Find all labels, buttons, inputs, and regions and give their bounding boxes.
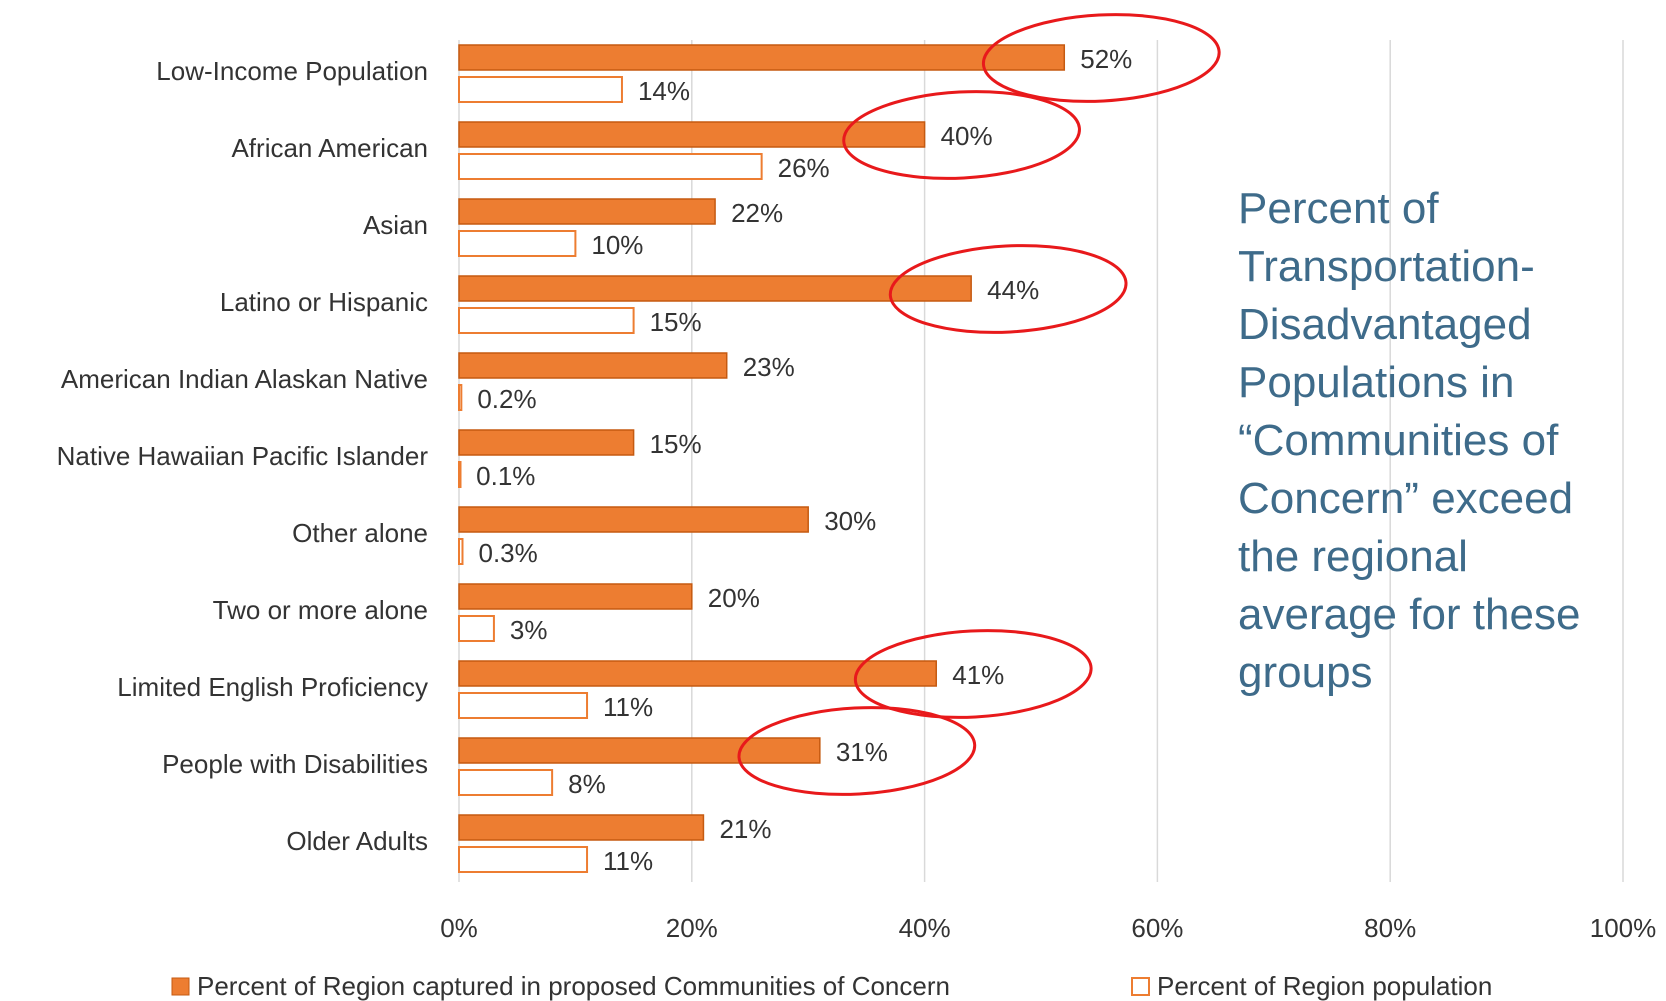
bar-communities-of-concern [458,121,926,148]
bar-region-population [458,846,589,873]
x-tick-label: 60% [1131,913,1183,943]
data-label-population: 3% [510,615,548,645]
data-label-communities: 22% [731,198,783,228]
bar-region-population [458,461,462,488]
data-label-communities: 41% [952,660,1004,690]
legend-swatch-outline [1131,977,1150,996]
data-label-population: 11% [603,846,653,876]
data-label-population: 8% [568,769,606,799]
data-label-communities: 31% [836,737,888,767]
bar-communities-of-concern [458,814,705,841]
bar-region-population [458,153,763,180]
legend-swatch-filled [171,977,190,996]
data-label-population: 0.3% [478,538,537,568]
bar-communities-of-concern [458,429,635,456]
data-label-communities: 23% [743,352,795,382]
category-label: Limited English Proficiency [117,672,428,702]
legend-label-outline: Percent of Region population [1157,971,1492,1001]
data-label-communities: 44% [987,275,1039,305]
bar-region-population [458,538,464,565]
data-label-communities: 30% [824,506,876,536]
data-label-population: 0.2% [477,384,536,414]
highlight-ellipse [888,244,1128,334]
bar-communities-of-concern [458,506,809,533]
bar-communities-of-concern [458,198,716,225]
x-tick-label: 80% [1364,913,1416,943]
data-label-population: 0.1% [476,461,535,491]
bar-communities-of-concern [458,583,693,610]
data-label-communities: 40% [941,121,993,151]
data-label-population: 15% [650,307,702,337]
data-label-population: 10% [591,230,643,260]
data-label-population: 26% [778,153,830,183]
category-label: Two or more alone [213,595,428,625]
category-label: Latino or Hispanic [220,287,428,317]
bar-region-population [458,76,623,103]
bar-communities-of-concern [458,737,821,764]
x-tick-label: 0% [440,913,478,943]
bar-communities-of-concern [458,660,937,687]
labels: 0% 20% 40% 60% 80% 100% Low-Income Population 5… [57,44,1657,943]
bar-region-population [458,692,589,719]
data-label-communities: 52% [1080,44,1132,74]
bar-region-population [458,769,554,796]
highlight-ellipse [737,706,977,796]
data-label-communities: 21% [719,814,771,844]
highlight-ellipse [853,629,1093,719]
bar-region-population [458,615,495,642]
highlight-ellipse [981,13,1221,103]
data-label-population: 11% [603,692,653,722]
x-tick-label: 100% [1590,913,1657,943]
category-label: Older Adults [286,826,428,856]
category-label: African American [231,133,428,163]
x-tick-label: 20% [666,913,718,943]
bar-region-population [458,384,463,411]
category-label: Other alone [292,518,428,548]
data-label-communities: 15% [650,429,702,459]
bar-communities-of-concern [458,275,972,302]
highlight-ellipses [737,13,1221,796]
category-label: Low-Income Population [156,56,428,86]
data-label-population: 14% [638,76,690,106]
highlight-ellipse [842,90,1081,180]
side-note: Percent of Transportation-Disadvantaged … [1238,184,1581,697]
category-label: People with Disabilities [162,749,428,779]
bar-communities-of-concern [458,44,1066,71]
bar-communities-of-concern [458,352,728,379]
bar-region-population [458,230,577,257]
category-label: Asian [363,210,428,240]
category-label: American Indian Alaskan Native [61,364,428,394]
x-tick-label: 40% [899,913,951,943]
legend-label-filled: Percent of Region captured in proposed C… [197,971,950,1001]
legend: Percent of Region captured in proposed C… [171,971,1492,1001]
category-label: Native Hawaiian Pacific Islander [57,441,429,471]
bar-region-population [458,307,635,334]
data-label-communities: 20% [708,583,760,613]
